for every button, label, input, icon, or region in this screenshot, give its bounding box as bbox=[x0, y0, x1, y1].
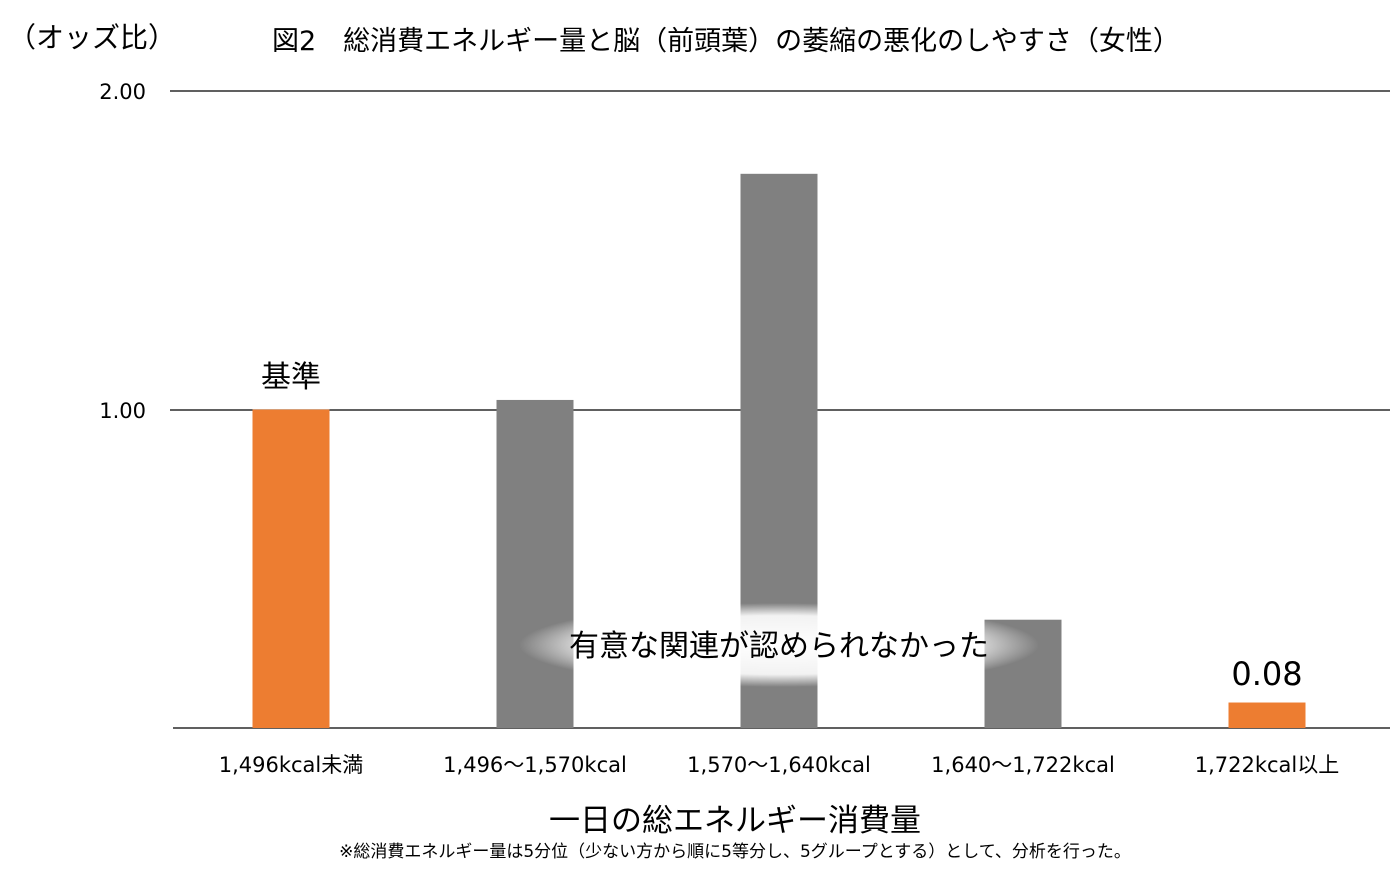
x-axis-title: 一日の総エネルギー消費量 bbox=[549, 803, 921, 839]
annotation-glow bbox=[519, 603, 1039, 687]
x-tick-label: 1,496〜1,570kcal bbox=[443, 753, 627, 777]
reference-label: 基準 bbox=[261, 360, 321, 395]
y-tick-label: 2.00 bbox=[99, 80, 146, 104]
x-tick-label: 1,496kcal未満 bbox=[219, 753, 364, 777]
data-label: 0.08 bbox=[1231, 655, 1302, 693]
annotation-note: 有意な関連が認められなかった bbox=[569, 629, 989, 664]
y-axis-label: （オッズ比） bbox=[8, 21, 176, 54]
y-tick-label: 1.00 bbox=[99, 399, 146, 423]
bar-1 bbox=[252, 409, 330, 728]
x-tick-label: 1,570〜1,640kcal bbox=[687, 753, 871, 777]
bar-5 bbox=[1228, 702, 1306, 728]
bar-2 bbox=[496, 399, 574, 728]
x-tick-label: 1,722kcal以上 bbox=[1195, 753, 1340, 777]
x-tick-label: 1,640〜1,722kcal bbox=[931, 753, 1115, 777]
chart-title: 図2 総消費エネルギー量と脳（前頭葉）の萎縮の悪化のしやすさ（女性） bbox=[272, 26, 1180, 57]
footnote: ※総消費エネルギー量は5分位（少ない方から順に5等分し、5グループとする）として… bbox=[339, 842, 1131, 862]
